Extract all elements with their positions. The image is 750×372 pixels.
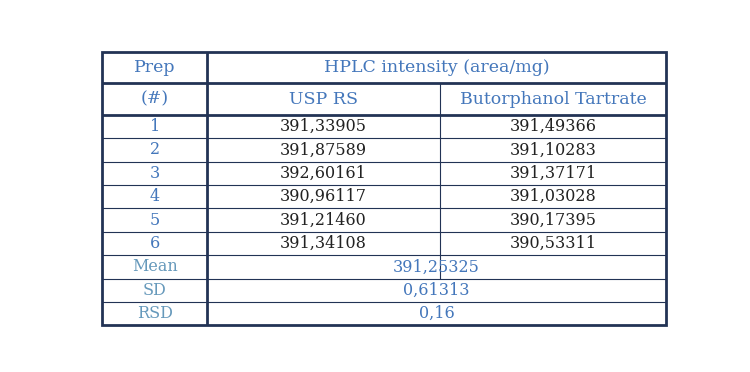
Text: Butorphanol Tartrate: Butorphanol Tartrate	[460, 91, 646, 108]
Text: 391,21460: 391,21460	[280, 212, 367, 229]
Text: Mean: Mean	[132, 259, 178, 275]
Text: 0,61313: 0,61313	[404, 282, 470, 299]
Text: 391,10283: 391,10283	[509, 141, 596, 158]
Text: 390,53311: 390,53311	[509, 235, 596, 252]
Text: 391,87589: 391,87589	[280, 141, 367, 158]
Text: 2: 2	[150, 141, 160, 158]
Text: 5: 5	[150, 212, 160, 229]
Text: 391,49366: 391,49366	[509, 118, 596, 135]
Text: 391,03028: 391,03028	[509, 188, 596, 205]
Text: 391,37171: 391,37171	[509, 165, 596, 182]
Text: (#): (#)	[141, 91, 169, 108]
Text: 390,96117: 390,96117	[280, 188, 367, 205]
Text: 391,33905: 391,33905	[280, 118, 367, 135]
Text: 0,16: 0,16	[419, 305, 454, 322]
Text: 3: 3	[150, 165, 160, 182]
Text: 4: 4	[150, 188, 160, 205]
Text: 391,34108: 391,34108	[280, 235, 367, 252]
Text: 392,60161: 392,60161	[280, 165, 367, 182]
Text: 390,17395: 390,17395	[509, 212, 596, 229]
Text: 1: 1	[150, 118, 160, 135]
Text: Prep: Prep	[134, 59, 176, 76]
Text: SD: SD	[143, 282, 166, 299]
Text: HPLC intensity (area/mg): HPLC intensity (area/mg)	[324, 59, 550, 76]
Text: 6: 6	[150, 235, 160, 252]
Text: RSD: RSD	[136, 305, 172, 322]
Text: USP RS: USP RS	[289, 91, 358, 108]
Text: 391,25325: 391,25325	[393, 259, 480, 275]
